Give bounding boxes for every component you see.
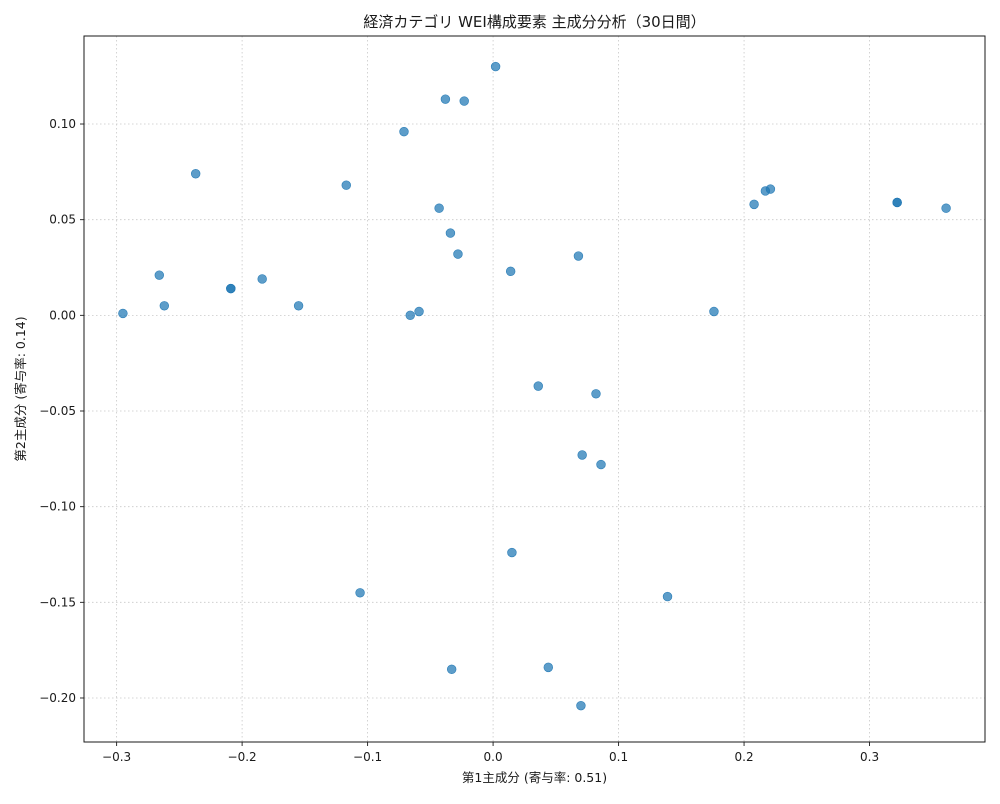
data-point — [596, 459, 606, 470]
data-point — [257, 274, 267, 284]
data-point — [543, 662, 554, 673]
data-point — [355, 588, 365, 598]
data-point — [190, 169, 201, 179]
x-tick-label: 0.0 — [484, 750, 503, 764]
y-axis-ticks: −0.20 −0.15 −0.10 −0.05 0.00 0.05 0.10 — [39, 117, 84, 705]
x-tick-label: 0.2 — [735, 750, 754, 764]
data-point — [709, 306, 719, 317]
data-point — [293, 301, 304, 311]
data-point — [440, 94, 451, 104]
y-tick-label: −0.20 — [39, 691, 76, 705]
y-axis-label: 第2主成分 (寄与率: 0.14) — [13, 316, 28, 461]
data-point — [453, 249, 463, 259]
data-point — [576, 700, 586, 711]
data-point — [490, 61, 501, 72]
data-point — [577, 450, 587, 460]
data-point — [399, 126, 409, 137]
x-tick-label: −0.2 — [228, 750, 257, 764]
data-point — [154, 270, 164, 280]
data-point — [505, 266, 516, 277]
data-point — [405, 310, 415, 321]
data-point — [445, 228, 456, 238]
x-axis-label: 第1主成分 (寄与率: 0.51) — [462, 770, 607, 785]
x-tick-label: −0.1 — [353, 750, 382, 764]
x-axis-ticks: −0.3 −0.2 −0.1 0.0 0.1 0.2 0.3 — [102, 742, 879, 764]
y-tick-label: 0.00 — [49, 308, 76, 322]
y-tick-label: 0.05 — [49, 213, 76, 227]
chart-title: 経済カテゴリ WEI構成要素 主成分分析（30日間） — [363, 13, 705, 31]
grid-lines — [84, 36, 985, 742]
y-tick-label: −0.10 — [39, 500, 76, 514]
x-tick-label: −0.3 — [102, 750, 131, 764]
data-point — [226, 283, 236, 294]
data-point — [760, 186, 771, 196]
x-tick-label: 0.3 — [860, 750, 879, 764]
data-point — [159, 301, 170, 311]
plot-frame — [83, 35, 986, 743]
x-tick-label: 0.1 — [609, 750, 628, 764]
data-point — [507, 547, 517, 558]
y-tick-label: −0.05 — [39, 404, 76, 418]
data-point — [434, 203, 444, 213]
data-point — [459, 96, 469, 106]
data-points — [118, 61, 951, 711]
data-point — [662, 591, 673, 602]
data-point — [341, 180, 351, 190]
data-point — [414, 306, 424, 317]
data-point — [591, 389, 601, 399]
data-point — [892, 197, 902, 208]
data-point — [533, 381, 543, 391]
data-point — [941, 203, 951, 213]
y-tick-label: −0.15 — [39, 595, 76, 609]
y-tick-label: 0.10 — [49, 117, 76, 131]
data-point — [749, 199, 759, 210]
data-point — [446, 664, 457, 674]
data-point — [118, 308, 128, 319]
data-point — [573, 251, 584, 261]
